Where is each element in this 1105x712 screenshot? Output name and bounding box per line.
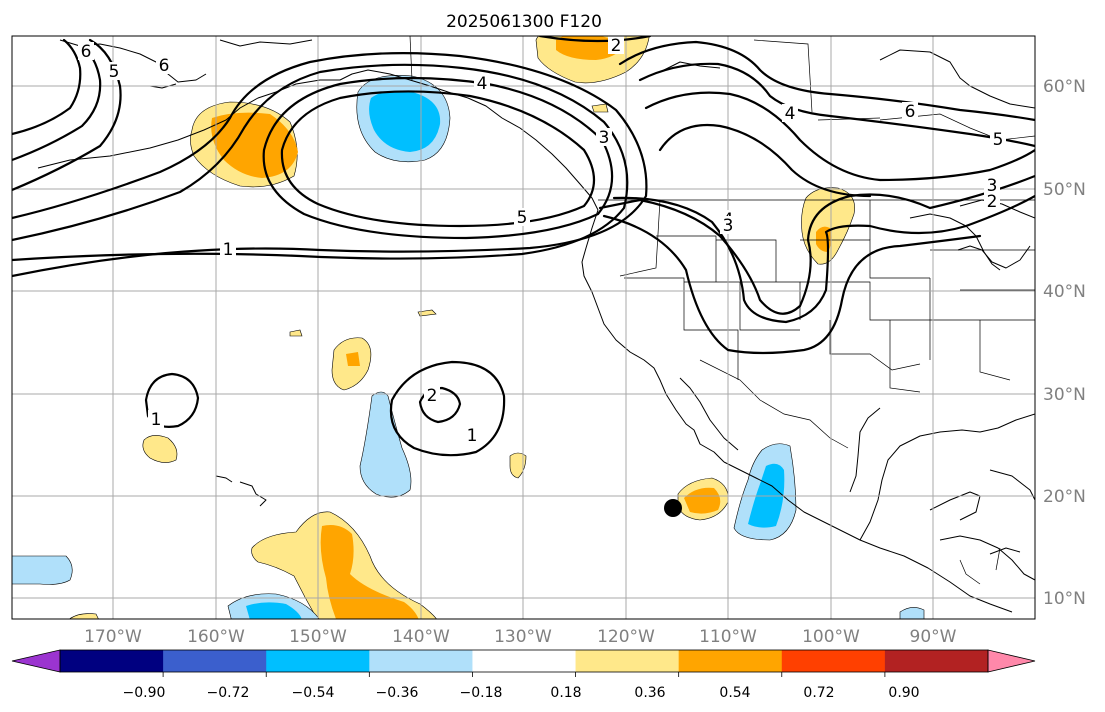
contour-label: 5 bbox=[109, 62, 120, 82]
lat-label: 50°N bbox=[1043, 180, 1086, 200]
contour-label: 3 bbox=[599, 128, 610, 148]
lon-label: 100°W bbox=[802, 627, 860, 647]
contour-label: 4 bbox=[477, 74, 488, 94]
colorbar-right-extension bbox=[987, 649, 1036, 673]
colorbar-segment bbox=[678, 650, 783, 672]
map-panel: 6 5 6 4 3 5 2 1 4 4 6 5 3 2 bbox=[12, 36, 1035, 619]
colorbar-tick-label: 0.54 bbox=[719, 685, 750, 701]
storm-position-dot bbox=[664, 499, 682, 517]
colorbar-left-extension bbox=[11, 649, 61, 673]
colorbar-tick-label: −0.18 bbox=[460, 685, 503, 701]
contour-labels: 6 5 6 4 3 5 2 1 4 4 6 5 3 2 bbox=[78, 36, 1006, 446]
contour-label: 1 bbox=[151, 410, 162, 430]
contour-label: 2 bbox=[427, 386, 438, 406]
lat-label: 20°N bbox=[1043, 487, 1086, 507]
coastlines bbox=[37, 39, 1035, 613]
lon-label: 160°W bbox=[187, 627, 245, 647]
colorbar-tick-label: 0.18 bbox=[550, 685, 581, 701]
contour-label: 3 bbox=[723, 216, 734, 236]
contour-label: 4 bbox=[785, 104, 796, 124]
colorbar-tick-label: −0.90 bbox=[123, 685, 166, 701]
lon-label: 90°W bbox=[910, 627, 957, 647]
contour-label: 2 bbox=[611, 36, 622, 56]
colorbar-tick-label: −0.54 bbox=[292, 685, 335, 701]
colorbar-segment bbox=[884, 650, 989, 672]
colorbar-tick-label: 0.90 bbox=[888, 685, 919, 701]
contour-label: 5 bbox=[993, 130, 1004, 150]
lon-label: 150°W bbox=[289, 627, 347, 647]
colorbar-segment bbox=[369, 650, 473, 672]
colorbar bbox=[11, 649, 1036, 677]
lat-label: 60°N bbox=[1043, 77, 1086, 97]
lon-label: 110°W bbox=[699, 627, 757, 647]
lat-label: 30°N bbox=[1043, 385, 1086, 405]
lat-label: 40°N bbox=[1043, 282, 1086, 302]
lon-label: 120°W bbox=[597, 627, 655, 647]
gridlines bbox=[12, 36, 1035, 619]
map-frame bbox=[11, 35, 1036, 620]
colorbar-segment bbox=[575, 650, 680, 672]
map-title: 2025061300 F120 bbox=[446, 12, 602, 32]
contour-label: 6 bbox=[905, 102, 916, 122]
colorbar-segment bbox=[60, 650, 164, 672]
contour-label: 1 bbox=[223, 240, 234, 260]
lon-label: 130°W bbox=[494, 627, 552, 647]
colorbar-tick-label: 0.72 bbox=[803, 685, 834, 701]
contour-label: 6 bbox=[159, 56, 170, 76]
colorbar-segment bbox=[472, 650, 577, 672]
contour-label: 2 bbox=[987, 192, 998, 212]
lat-label: 10°N bbox=[1043, 589, 1086, 609]
lon-label: 170°W bbox=[84, 627, 142, 647]
colorbar-tick-label: 0.36 bbox=[634, 685, 665, 701]
colorbar-tick-label: −0.36 bbox=[376, 685, 419, 701]
colorbar-tick-label: −0.72 bbox=[207, 685, 250, 701]
contour-lines bbox=[12, 36, 1035, 457]
contour-label: 1 bbox=[467, 426, 478, 446]
contour-label: 5 bbox=[517, 208, 528, 228]
colorbar-segment bbox=[266, 650, 370, 672]
latitude-labels: 60°N 50°N 40°N 30°N 20°N 10°N bbox=[1043, 77, 1086, 609]
colorbar-segment bbox=[163, 650, 267, 672]
colorbar-segment bbox=[781, 650, 886, 672]
contour-label: 3 bbox=[987, 176, 998, 196]
lon-label: 140°W bbox=[392, 627, 450, 647]
longitude-labels: 170°W 160°W 150°W 140°W 130°W 120°W 110°… bbox=[84, 627, 957, 647]
contour-label: 6 bbox=[81, 42, 92, 62]
colorbar-tick-labels: −0.90 −0.72 −0.54 −0.36 −0.18 0.18 0.36 … bbox=[123, 685, 920, 701]
